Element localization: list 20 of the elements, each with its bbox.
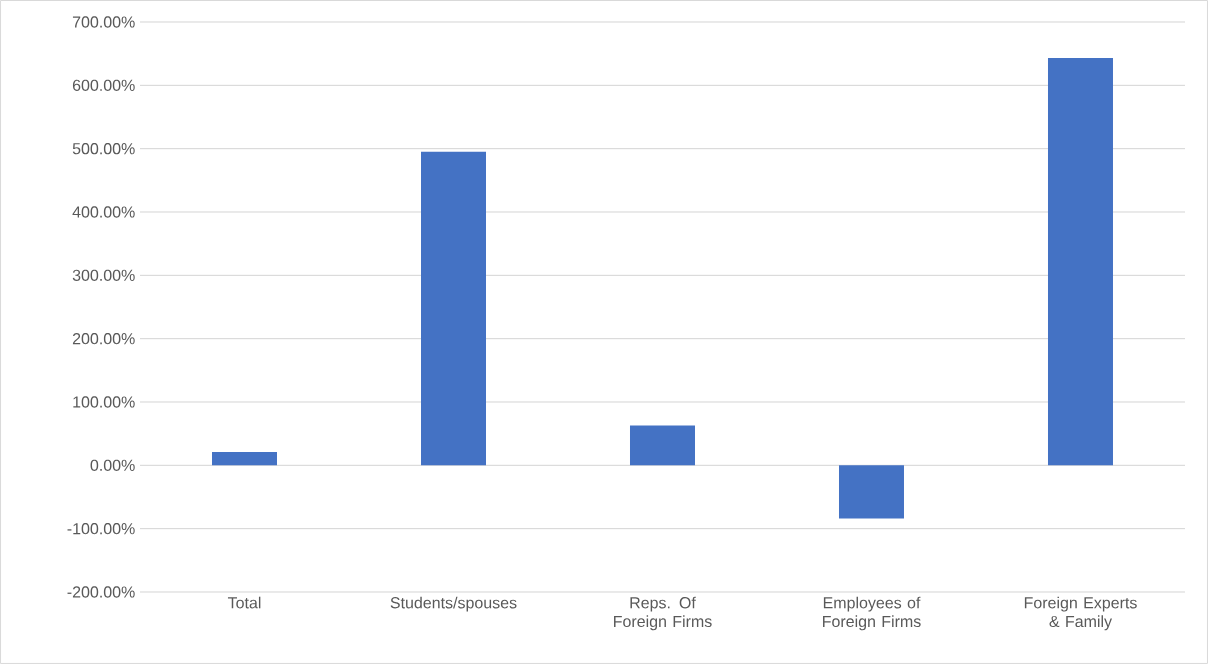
x-tick-label: Total [227,596,261,609]
y-tick-label: 300.00% [72,269,135,281]
y-tick-label: 0.00% [90,459,135,471]
y-tick-label: -100.00% [67,523,135,535]
y-tick-label: 200.00% [72,333,135,345]
y-tick-label: 500.00% [72,143,135,155]
y-tick-label: 700.00% [72,16,135,28]
bar [630,425,695,466]
x-tick-label: Foreign Experts & Family [1024,596,1137,631]
bar [212,452,277,466]
bar [839,465,904,519]
bar [421,151,486,466]
x-tick-label: Employees of Foreign Firms [823,596,921,631]
x-tick-label: Reps. Of Foreign Firms [614,596,712,631]
y-tick-label: -200.00% [67,586,135,598]
y-tick-label: 400.00% [72,206,135,218]
y-tick-label: 600.00% [72,79,135,91]
x-tick-label: Students/spouses [390,596,517,612]
bar [1047,58,1113,466]
y-tick-label: 100.00% [73,396,135,408]
